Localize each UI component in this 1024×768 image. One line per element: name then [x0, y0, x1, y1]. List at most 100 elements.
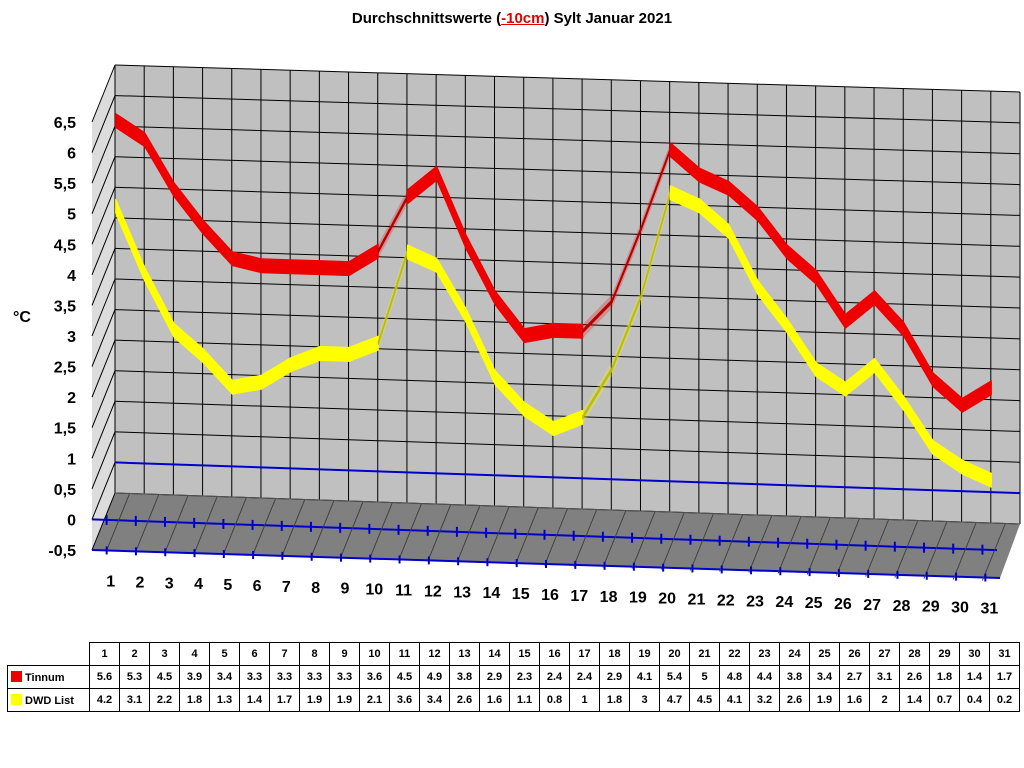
x-tick-label: 26 [834, 596, 852, 613]
table-header-cell: 14 [479, 642, 510, 666]
table-cell: 2.2 [149, 688, 180, 712]
series-segment-face [465, 234, 496, 305]
table-header-cell: 13 [449, 642, 480, 666]
x-tick-label: 12 [424, 583, 442, 600]
series-segment-face [874, 358, 904, 411]
series-segment-face [232, 375, 262, 395]
x-tick-label: 17 [570, 588, 588, 605]
table-cell: 4.9 [419, 665, 450, 689]
series-segment-face [524, 323, 554, 343]
table-cell: 2.9 [479, 665, 510, 689]
table-cell: 2.4 [539, 665, 570, 689]
table-cell: 1 [569, 688, 600, 712]
floor-stripe [835, 518, 860, 576]
table-header-cell: 26 [839, 642, 870, 666]
table-cell: 5.6 [89, 665, 120, 689]
series-segment-face [407, 166, 437, 204]
series-segment-face [699, 198, 729, 239]
grid-side [91, 401, 116, 459]
series-segment-face [670, 142, 700, 183]
series-segment-face [757, 280, 787, 333]
table-header-cell: 30 [959, 642, 990, 666]
table-row-dwd-list: DWD List 4.2 3.1 2.2 1.8 1.3 1.4 1.7 1.9 1.9 2.1 3.… [7, 688, 1020, 712]
series-segment-face [320, 346, 350, 362]
floor-stripe [164, 495, 189, 553]
table-cell: 2 [869, 688, 900, 712]
table-row-tinnum: Tinnum 5.6 5.3 4.5 3.9 3.4 3.3 3.3 3.3 3.3 3.6 4.5 4… [7, 665, 1020, 689]
series-segment-face [378, 245, 408, 351]
table-header-cell: 2 [119, 642, 150, 666]
floor-stripe [193, 496, 218, 554]
grid-horizontal [114, 64, 1021, 93]
floor-stripe [106, 493, 131, 551]
table-header-cell: 9 [329, 642, 360, 666]
table-cell: 2.6 [449, 688, 480, 712]
x-tick-label: 27 [863, 597, 881, 614]
table-header-cell: 4 [179, 642, 210, 666]
table-header-cell: 10 [359, 642, 390, 666]
floor-stripe [952, 522, 977, 580]
table-header-cell: 17 [569, 642, 600, 666]
series-segment-face [582, 294, 612, 339]
series-segment-face [641, 185, 671, 304]
table-cell: 3.3 [239, 665, 270, 689]
table-cell: 1.8 [179, 688, 210, 712]
floor-stripe [690, 513, 714, 571]
table-cell: 1.8 [599, 688, 630, 712]
series-segment-face [757, 206, 787, 259]
floor-stripe [748, 515, 773, 573]
grid-side [91, 431, 116, 490]
table-cell: 5.3 [119, 665, 150, 689]
series-segment-face [174, 182, 204, 235]
table-header-cell: 11 [389, 642, 420, 666]
y-tick-label: 0,5 [54, 482, 76, 499]
series-segment-face [874, 290, 904, 337]
series-segment-face [611, 221, 642, 309]
table-cell: 1.6 [839, 688, 870, 712]
table-cell: 1.3 [209, 688, 240, 712]
floor-stripe [923, 521, 948, 579]
table-cell: 3.4 [419, 688, 450, 712]
table-cell: 3.3 [269, 665, 300, 689]
floor-stripe [544, 508, 568, 566]
table-cell: 3.4 [209, 665, 240, 689]
grid-horizontal [114, 431, 1021, 463]
floor-stripe [719, 514, 744, 572]
grid-side [91, 370, 116, 428]
table-cell: 3.3 [329, 665, 360, 689]
x-tick-label: 2 [135, 574, 144, 591]
table-header-cell: 19 [629, 642, 660, 666]
x-tick-label: 7 [282, 579, 291, 596]
table-cell: 1.7 [989, 665, 1020, 689]
floor-stripe [573, 509, 598, 567]
grid-horizontal [114, 125, 1021, 155]
floor-stripe [252, 498, 277, 556]
y-tick-label: 2 [67, 390, 76, 407]
table-cell: 1.1 [509, 688, 540, 712]
series-segment-face [144, 267, 174, 338]
series-segment-face [174, 323, 204, 363]
table-cell: 4.4 [749, 665, 780, 689]
y-tick-label: 5,5 [54, 176, 76, 193]
floor-stripe [398, 503, 422, 561]
y-tick-label: 5 [67, 207, 76, 224]
x-tick-label: 24 [775, 594, 793, 611]
floor-stripe [339, 501, 364, 559]
series-segment-face [203, 220, 233, 266]
table-cell: 4.1 [719, 688, 750, 712]
grid-side [91, 187, 116, 245]
zero-line-back [114, 461, 1021, 495]
series-segment-face [816, 362, 846, 397]
x-tick-label: 6 [253, 578, 262, 595]
x-tick-label: 31 [980, 601, 998, 618]
y-tick-label: 2,5 [54, 360, 76, 377]
series-segment-face [553, 323, 583, 339]
x-tick-label: 5 [223, 577, 232, 594]
series-segment-face [845, 358, 875, 397]
table-cell: 4.5 [389, 665, 420, 689]
table-header-cell: 16 [539, 642, 570, 666]
x-tick-label: 11 [395, 582, 412, 599]
table-cell: 3 [629, 688, 660, 712]
x-tick-label: 22 [717, 592, 735, 609]
table-cell: 1.6 [479, 688, 510, 712]
